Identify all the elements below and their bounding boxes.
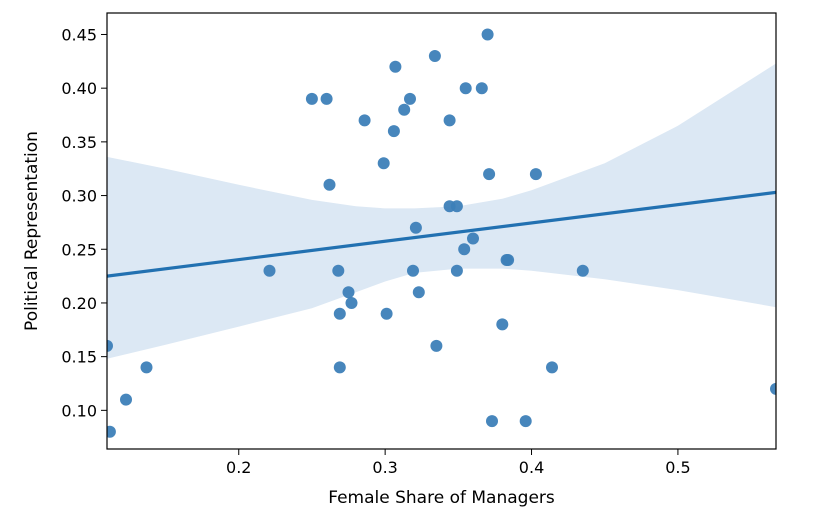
scatter-point — [458, 243, 471, 256]
scatter-point — [407, 264, 419, 277]
scatter-point — [519, 415, 532, 428]
scatter-point — [333, 361, 346, 374]
scatter-point — [377, 157, 390, 170]
y-tick-label: 0.40 — [61, 79, 97, 98]
scatter-point — [398, 103, 411, 116]
scatter-point — [496, 318, 509, 331]
y-axis-label: Political Representation — [22, 131, 42, 331]
plot-area — [107, 28, 776, 438]
scatter-point — [107, 339, 113, 352]
x-tick-label: 0.5 — [665, 458, 690, 477]
scatter-point — [483, 168, 496, 181]
scatter-point — [305, 92, 318, 105]
scatter-point — [450, 264, 463, 277]
scatter-point — [546, 361, 558, 374]
y-tick-label: 0.45 — [61, 25, 97, 44]
scatter-point — [320, 92, 333, 105]
x-tick-label: 0.4 — [519, 458, 544, 477]
scatter-point — [459, 82, 472, 95]
y-tick-label: 0.10 — [61, 401, 97, 420]
scatter-point — [345, 297, 358, 309]
scatter-point — [107, 425, 116, 438]
x-tick-label: 0.2 — [226, 458, 251, 477]
x-tick-label: 0.3 — [372, 458, 397, 477]
scatter-point — [412, 286, 425, 299]
scatter-point — [475, 82, 488, 95]
scatter-point — [428, 50, 441, 62]
scatter-point — [486, 415, 498, 428]
scatter-point — [380, 307, 393, 320]
scatter-point — [323, 178, 336, 191]
plot-frame — [106, 12, 777, 450]
scatter-point — [342, 286, 355, 299]
scatter-point — [481, 28, 494, 41]
scatter-point — [263, 264, 276, 277]
scatter-point — [387, 125, 400, 138]
axis-ticks: 0.2 0.3 0.4 0.5 0.10 0.15 0.20 0.25 0.30 0.35 0.40… — [61, 25, 690, 477]
scatter-point — [140, 361, 153, 374]
scatter-point — [770, 382, 776, 395]
plot-inner — [107, 28, 776, 438]
scatter-point — [450, 200, 463, 213]
scatter-point — [576, 264, 589, 277]
scatter-point — [358, 114, 371, 127]
confidence-band — [107, 63, 776, 359]
scatter-point — [529, 168, 542, 181]
regression-line — [107, 190, 776, 278]
y-tick-label: 0.30 — [61, 187, 97, 206]
y-tick-label: 0.35 — [61, 133, 97, 152]
scatter-point — [409, 221, 422, 234]
x-axis-label: Female Share of Managers — [328, 488, 555, 508]
scatter-point — [443, 114, 456, 127]
y-tick-label: 0.25 — [61, 240, 97, 259]
scatter-point — [389, 60, 402, 73]
scatter-point — [333, 307, 346, 320]
y-tick-label: 0.20 — [61, 294, 97, 313]
scatter-point — [430, 339, 443, 352]
scatter-point — [467, 232, 479, 245]
y-tick-label: 0.15 — [61, 348, 97, 367]
scatter-point — [502, 254, 515, 266]
scatter-point — [332, 264, 345, 277]
scatter-point — [404, 92, 416, 105]
scatter-point — [120, 393, 132, 406]
